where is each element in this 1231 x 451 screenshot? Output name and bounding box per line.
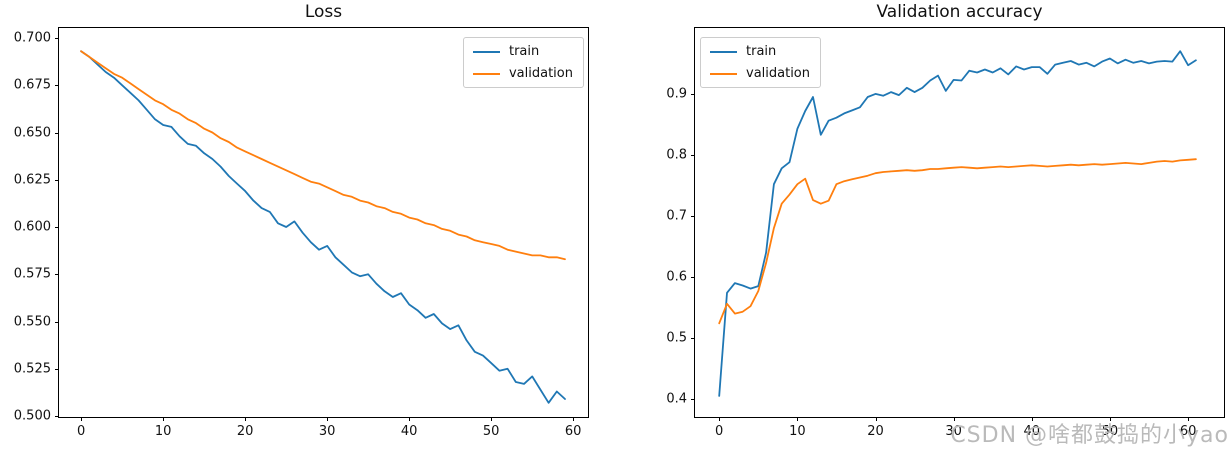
- x-tick-label: 40: [400, 424, 418, 439]
- x-tick-label: 30: [945, 424, 962, 439]
- x-tick-label: 50: [1101, 424, 1119, 439]
- y-tick-mark: [55, 227, 59, 228]
- x-tick-mark: [81, 417, 83, 421]
- x-tick-mark: [1031, 417, 1033, 421]
- x-tick-mark: [1109, 417, 1111, 421]
- y-tick-mark: [691, 93, 695, 95]
- y-tick-label: 0.500: [13, 408, 51, 424]
- loss-chart-title: Loss: [304, 2, 343, 22]
- y-tick-mark: [55, 416, 59, 418]
- legend-label: train: [508, 44, 540, 59]
- y-tick-mark: [55, 179, 59, 181]
- accuracy-legend: train validation: [700, 37, 822, 88]
- legend-item-train: train: [710, 44, 810, 59]
- legend-item-train: train: [472, 44, 573, 59]
- y-tick-mark: [691, 399, 695, 400]
- legend-line-sample: [710, 50, 737, 53]
- legend-line-sample: [472, 72, 500, 75]
- x-tick-label: 20: [236, 424, 254, 439]
- legend-label: train: [746, 44, 777, 59]
- train-line: [718, 50, 1197, 397]
- y-tick-mark: [55, 368, 59, 370]
- y-tick-mark: [691, 338, 695, 339]
- y-tick-label: 0.575: [13, 266, 51, 282]
- y-tick-mark: [55, 321, 59, 323]
- train-line: [80, 50, 566, 404]
- y-tick-mark: [55, 38, 59, 39]
- y-tick-label: 0.5: [666, 330, 687, 346]
- y-tick-label: 0.9: [666, 86, 687, 102]
- y-tick-label: 0.6: [666, 269, 687, 285]
- x-tick-mark: [491, 417, 493, 421]
- legend-line-sample: [710, 72, 737, 75]
- legend-label: validation: [508, 66, 573, 81]
- y-tick-label: 0.650: [13, 125, 51, 140]
- x-tick-label: 0: [76, 424, 86, 439]
- x-tick-mark: [1188, 417, 1190, 421]
- y-tick-mark: [55, 132, 59, 134]
- x-tick-mark: [953, 417, 955, 421]
- accuracy-axes: Validation accuracy train validation 0 10 2…: [666, 2, 1225, 439]
- y-tick-label: 0.600: [13, 219, 51, 235]
- x-tick-mark: [875, 417, 877, 421]
- x-tick-label: 30: [318, 424, 336, 439]
- legend-line-sample: [472, 50, 500, 53]
- x-tick-label: 60: [1179, 424, 1197, 439]
- accuracy-plot-lines: [718, 50, 1197, 397]
- y-tick-mark: [691, 277, 695, 278]
- x-tick-mark: [245, 417, 247, 421]
- y-tick-label: 0.4: [666, 391, 687, 407]
- y-tick-mark: [55, 85, 59, 87]
- x-tick-label: 20: [867, 424, 884, 439]
- x-tick-label: 10: [154, 424, 172, 439]
- loss-plot-lines: [80, 50, 566, 404]
- y-tick-label: 0.700: [13, 30, 51, 46]
- legend-item-validation: validation: [710, 66, 810, 81]
- x-tick-mark: [719, 417, 721, 421]
- y-tick-label: 0.550: [13, 314, 51, 329]
- y-tick-mark: [691, 154, 695, 156]
- legend-item-validation: validation: [472, 66, 573, 81]
- y-tick-mark: [691, 215, 695, 217]
- x-tick-label: 40: [1023, 424, 1041, 439]
- x-tick-label: 60: [564, 424, 582, 439]
- y-tick-label: 0.675: [13, 77, 51, 93]
- validation-line: [718, 158, 1197, 325]
- y-tick-mark: [55, 274, 59, 276]
- x-tick-label: 10: [789, 424, 806, 439]
- x-tick-label: 50: [482, 424, 500, 439]
- x-tick-mark: [409, 417, 411, 421]
- validation-line: [80, 50, 566, 261]
- x-tick-mark: [327, 417, 329, 421]
- loss-axes: Loss train validation 0 10 20 30 40 50 60 0.500 0…: [14, 2, 589, 439]
- x-tick-mark: [573, 417, 575, 421]
- loss-legend: train validation: [462, 37, 584, 88]
- x-tick-label: 0: [715, 424, 724, 439]
- legend-label: validation: [746, 66, 811, 81]
- y-tick-label: 0.525: [13, 361, 51, 377]
- x-tick-mark: [163, 417, 165, 421]
- watermark: CSDN @啥都鼓捣的小yao: [950, 423, 1229, 448]
- x-tick-mark: [797, 417, 799, 421]
- y-tick-label: 0.625: [13, 172, 51, 188]
- accuracy-chart-title: Validation accuracy: [876, 2, 1043, 22]
- y-tick-label: 0.7: [666, 208, 687, 224]
- y-tick-label: 0.8: [666, 147, 687, 163]
